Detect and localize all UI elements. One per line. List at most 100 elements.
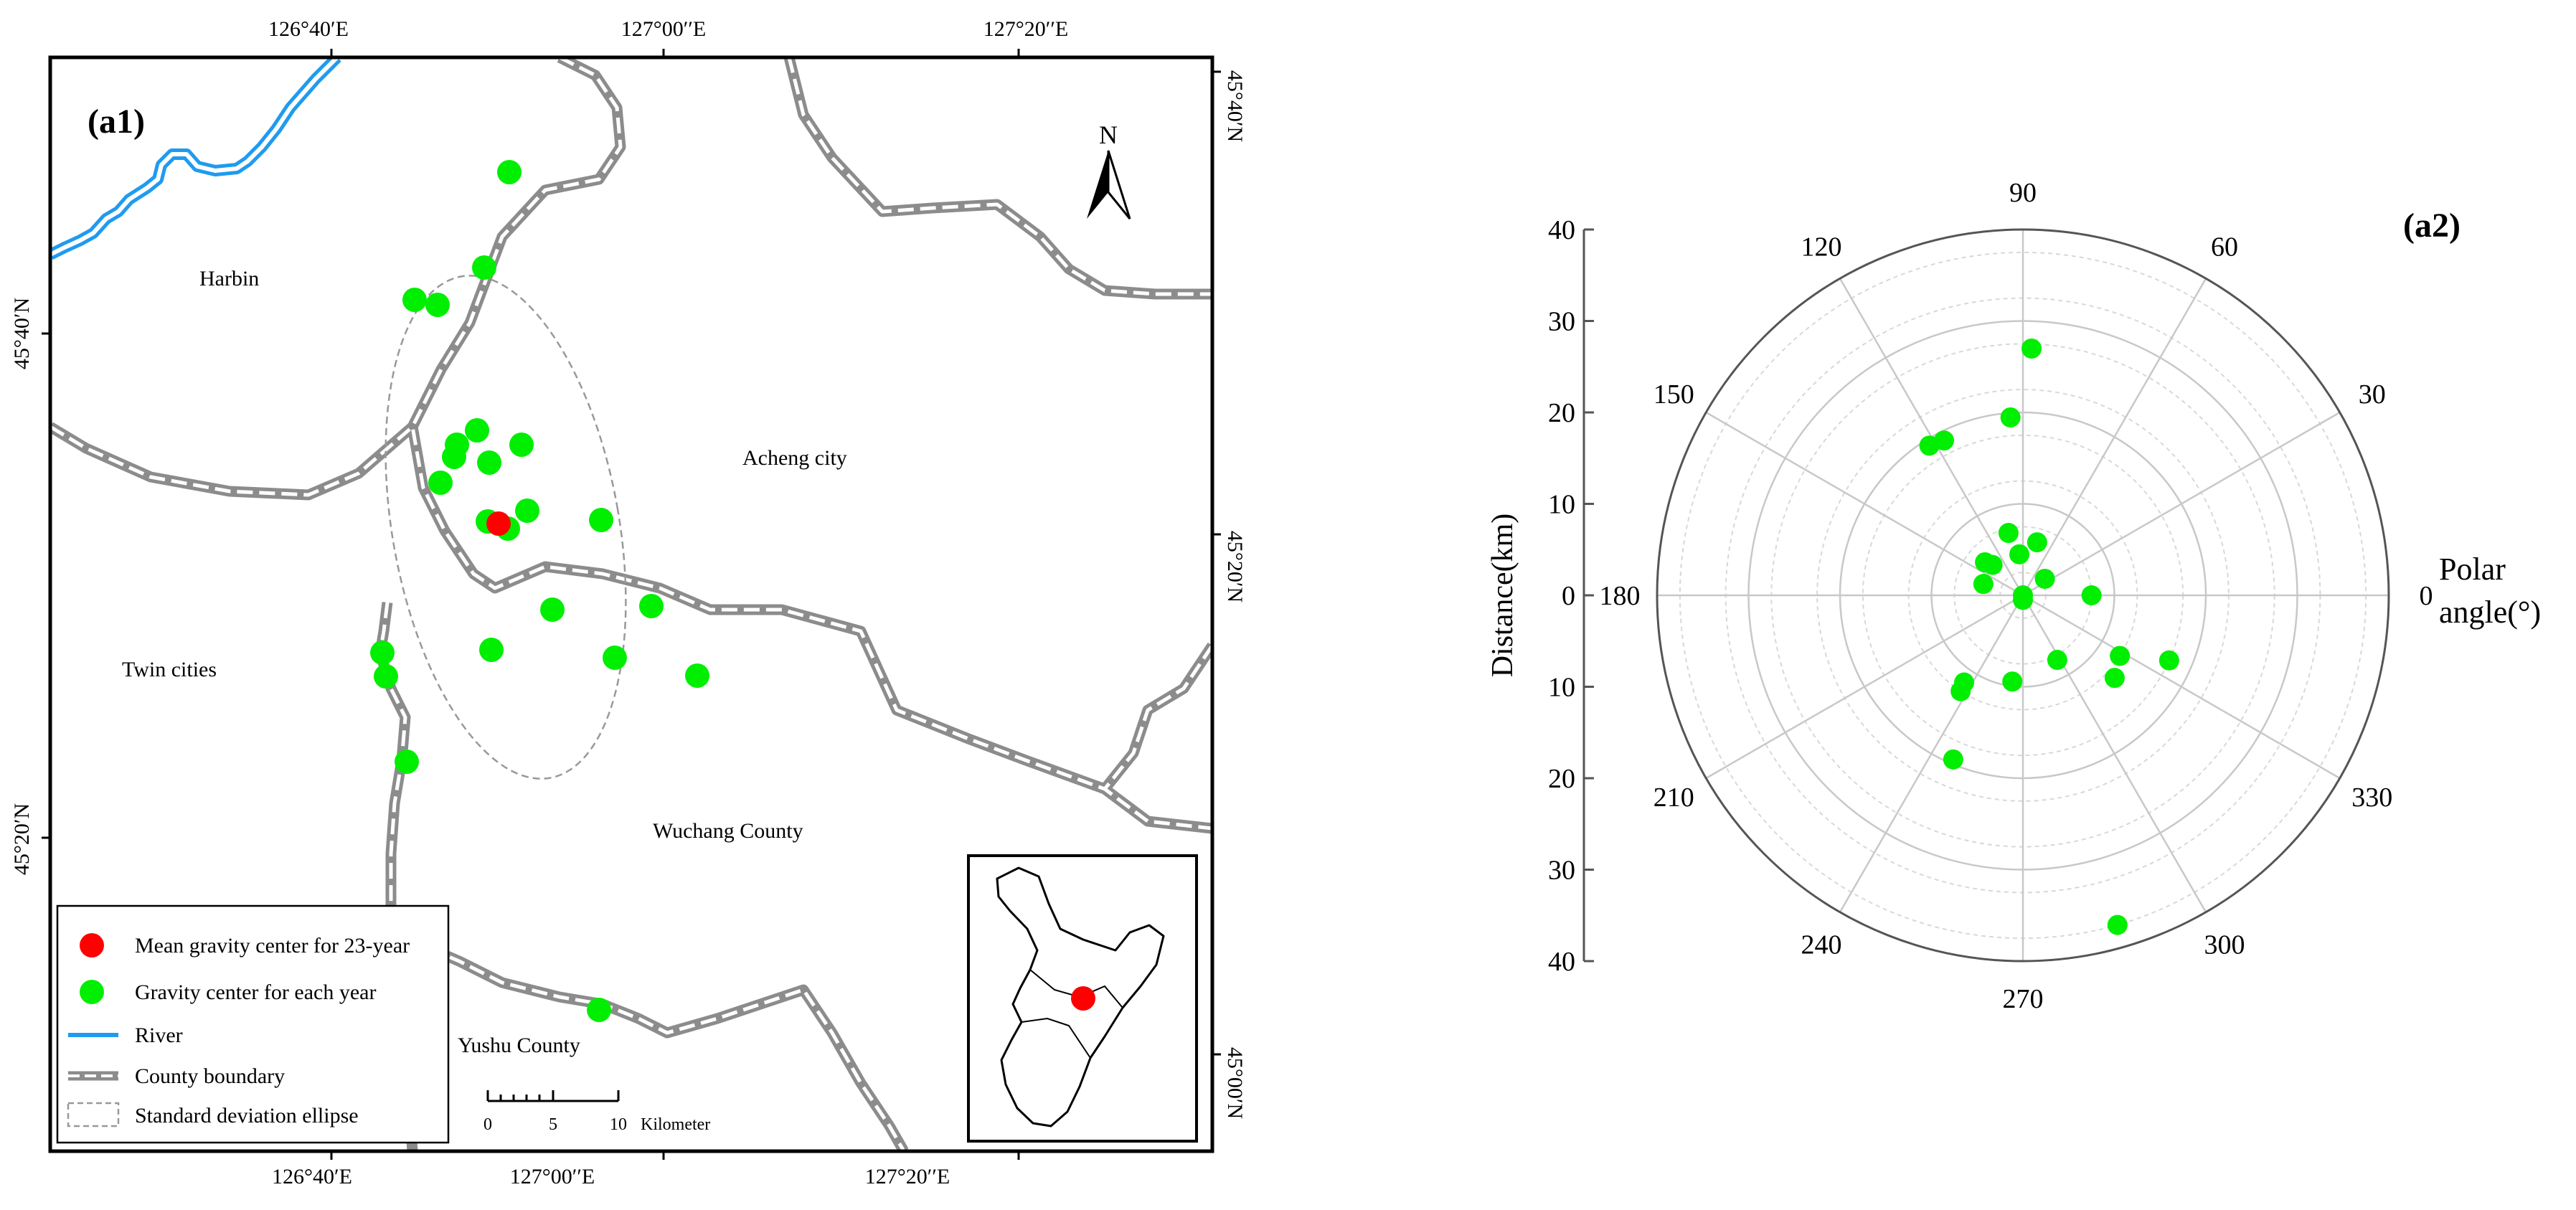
legend-yearly-label: Gravity center for each year — [135, 980, 376, 1004]
left-tick-label-2: 45°20′N — [10, 803, 34, 875]
map-tick-marks — [42, 49, 1221, 1160]
polar-data-point — [2159, 650, 2179, 671]
polar-data-point — [2000, 407, 2021, 427]
polar-data-point — [2021, 338, 2042, 359]
radial-tick-label: 30 — [1548, 856, 1575, 886]
right-tick-label-1: 45°40′N — [1223, 70, 1247, 142]
gravity-center-point — [395, 750, 419, 774]
gravity-center-point — [603, 646, 627, 670]
place-label-harbin: Harbin — [199, 267, 259, 290]
angle-tick-label: 270 — [2003, 984, 2044, 1014]
gravity-center-point — [428, 471, 453, 495]
inset-location-marker — [1071, 986, 1095, 1011]
gravity-center-point — [402, 288, 427, 312]
gravity-center-point — [589, 508, 613, 532]
north-arrow-icon: N — [1087, 120, 1131, 219]
legend-mean-marker — [80, 933, 104, 958]
place-label-twin-cities: Twin cities — [122, 658, 217, 681]
map-panel-label: (a1) — [88, 103, 145, 141]
north-label: N — [1099, 120, 1118, 149]
polar-data-point — [2034, 568, 2055, 589]
top-tick-label-1: 126°40′E — [268, 17, 349, 41]
scale-tick-0: 0 — [483, 1115, 492, 1134]
radial-tick-label: 10 — [1548, 673, 1575, 703]
angle-tick-label: 30 — [2359, 379, 2386, 410]
angle-spoke — [2021, 278, 2207, 596]
polar-points — [1919, 338, 2179, 935]
legend-yearly-marker — [80, 980, 104, 1004]
polar-data-point — [1973, 574, 1994, 595]
scale-bar: 0 5 10 Kilometer — [483, 1090, 710, 1134]
standard-deviation-ellipse — [384, 275, 627, 780]
legend-ellipse-label: Standard deviation ellipse — [135, 1104, 359, 1128]
gravity-center-point — [497, 160, 522, 184]
radial-axis: 40 30 20 10 0 10 20 30 40 — [1548, 215, 1594, 977]
polar-angle-labels: 0 30 60 90 120 150 180 210 240 270 300 330 — [1600, 178, 2433, 1014]
outer-ring — [1656, 228, 2390, 963]
angle-tick-label: 240 — [1801, 930, 1842, 960]
angular-axis-title-line1: Polar — [2439, 552, 2506, 587]
angle-spoke — [2022, 411, 2341, 597]
radial-tick-label: 10 — [1548, 490, 1575, 520]
gravity-center-point — [472, 255, 496, 280]
polar-data-point — [1950, 681, 1971, 701]
gravity-center-point — [685, 663, 709, 688]
angle-spoke — [2021, 595, 2207, 913]
gravity-center-point — [374, 664, 398, 689]
top-tick-label-3: 127°20′′E — [983, 17, 1068, 41]
legend-mean-label: Mean gravity center for 23-year — [135, 934, 410, 958]
river — [50, 57, 341, 260]
gravity-center-point — [540, 597, 565, 622]
angle-tick-label: 330 — [2351, 783, 2392, 813]
inset-location-map — [967, 854, 1198, 1143]
polar-data-point — [2107, 914, 2128, 935]
angular-axis-title-line2: angle(°) — [2439, 595, 2541, 630]
scale-unit: Kilometer — [641, 1115, 710, 1134]
polar-data-point — [1982, 554, 2003, 575]
polar-panel-label: (a2) — [2403, 207, 2461, 245]
angle-spoke — [1839, 595, 2024, 913]
angle-tick-label: 210 — [1653, 783, 1694, 813]
polar-data-point — [1919, 435, 1940, 456]
bottom-tick-label-1: 126°40′E — [272, 1165, 352, 1188]
polar-data-point — [2110, 646, 2131, 666]
polar-data-point — [1998, 523, 2019, 544]
legend-boundary-label: County boundary — [135, 1064, 285, 1088]
place-label-wuchang: Wuchang County — [653, 819, 803, 843]
angle-tick-label: 0 — [2420, 581, 2433, 611]
radial-tick-label: 30 — [1548, 307, 1575, 337]
gravity-center-point — [370, 641, 395, 665]
map-legend: Mean gravity center for 23-year Gravity … — [56, 904, 450, 1144]
polar-data-point — [2002, 671, 2023, 692]
angle-spoke — [1705, 411, 2024, 597]
polar-data-point — [2027, 532, 2047, 553]
polar-data-point — [2104, 668, 2125, 689]
radial-tick-label: 0 — [1562, 581, 1575, 611]
gravity-center-point — [465, 418, 489, 443]
gravity-center-point — [425, 293, 450, 317]
map-panel: 126°40′E 127°00′′E 127°20′′E 126°40′E 12… — [10, 17, 1247, 1188]
place-label-yushu: Yushu County — [458, 1034, 580, 1057]
legend-ellipse-swatch — [67, 1102, 120, 1128]
gravity-center-point — [477, 450, 501, 475]
right-tick-label-3: 45°00′N — [1223, 1047, 1247, 1119]
radial-axis-title: Distance(km) — [1486, 514, 1519, 678]
scale-tick-5: 5 — [549, 1115, 557, 1134]
scale-tick-10: 10 — [610, 1115, 627, 1134]
gravity-center-point — [509, 433, 534, 457]
angle-tick-label: 120 — [1801, 232, 1842, 262]
radial-tick-label: 20 — [1548, 764, 1575, 794]
angle-tick-label: 60 — [2211, 232, 2238, 262]
angle-tick-label: 90 — [2009, 178, 2037, 208]
gravity-center-point — [639, 594, 664, 618]
gravity-center-point — [515, 498, 539, 523]
polar-data-point — [1943, 749, 1963, 770]
map-frame — [48, 55, 1214, 1153]
radial-tick-label: 40 — [1548, 947, 1575, 977]
bottom-tick-label-2: 127°00′′E — [510, 1165, 595, 1188]
radial-tick-label: 40 — [1548, 215, 1575, 245]
top-tick-label-2: 127°00′′E — [621, 17, 706, 41]
gravity-center-point — [479, 638, 504, 662]
gravity-center-point — [442, 445, 466, 469]
